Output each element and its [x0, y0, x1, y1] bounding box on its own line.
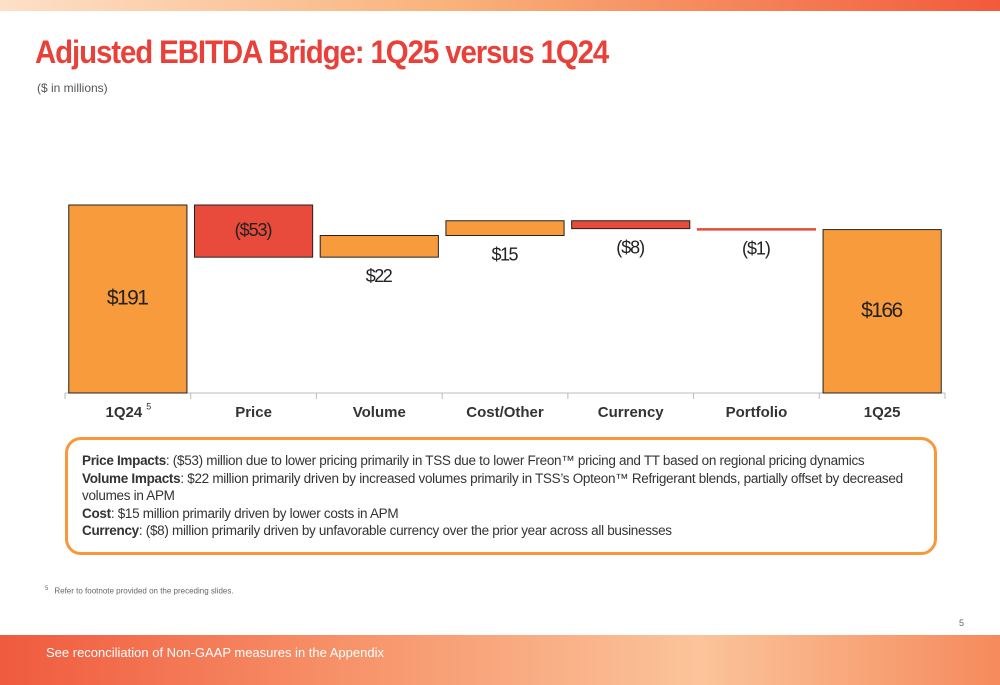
- page-number: 5: [959, 618, 965, 628]
- x-tick-label: Price: [235, 404, 272, 421]
- footer-text: See reconciliation of Non-GAAP measures …: [46, 645, 384, 660]
- value-label: $15: [491, 244, 518, 264]
- note-text: : $22 million primarily driven by increa…: [82, 470, 903, 504]
- notes-box: Price Impacts: ($53) million due to lowe…: [65, 437, 937, 555]
- value-label: $166: [861, 299, 903, 322]
- note: Cost: $15 million primarily driven by lo…: [82, 505, 920, 523]
- value-label: ($53): [235, 220, 273, 240]
- value-label: $22: [366, 266, 393, 286]
- note-text: : ($53) million due to lower pricing pri…: [165, 453, 865, 468]
- bar: [571, 220, 691, 230]
- bar: [696, 228, 817, 231]
- x-tick-label: Portfolio: [726, 404, 788, 421]
- x-tick-label: Currency: [598, 404, 665, 421]
- note: Volume Impacts: $22 million primarily dr…: [82, 470, 920, 505]
- x-tick-label: Cost/Other: [466, 404, 544, 421]
- note-label: Price Impacts: [82, 453, 166, 468]
- note-label: Currency: [82, 523, 139, 538]
- top-bar: [0, 0, 1000, 11]
- title: Adjusted EBITDA Bridge: 1Q25 versus 1Q24: [35, 34, 609, 70]
- subtitle: ($ in millions): [37, 81, 108, 95]
- footer: See reconciliation of Non-GAAP measures …: [0, 635, 1000, 685]
- footnote-marker: 5: [45, 586, 49, 592]
- bar: [822, 229, 942, 394]
- category-mark: 5: [146, 401, 151, 411]
- x-tick-label: 1Q24: [106, 404, 143, 421]
- note-label: Volume Impacts: [82, 470, 181, 486]
- value-label: $191: [107, 287, 149, 310]
- note-text: : ($8) million primarily driven by unfav…: [138, 523, 672, 538]
- note: Price Impacts: ($53) million due to lowe…: [82, 452, 920, 470]
- bar: [319, 235, 439, 258]
- footnote-text: Refer to footnote provided on the preced…: [54, 586, 234, 596]
- bar: [68, 204, 188, 394]
- note-label: Cost: [82, 505, 111, 521]
- note-text: : $15 million primarily driven by lower …: [110, 505, 399, 521]
- footnote: 5 Refer to footnote provided on the prece…: [45, 586, 234, 596]
- chart: $191 1Q24 5 ($53) Price $22 Volume $15 Cost/Othe…: [64, 204, 946, 421]
- value-label: ($8): [616, 237, 645, 257]
- note: Currency: ($8) million primarily driven …: [82, 522, 920, 540]
- bar: [445, 220, 565, 237]
- value-label: ($1): [742, 238, 771, 258]
- bar: [193, 204, 314, 258]
- x-tick-label: 1Q25: [864, 404, 901, 421]
- x-tick-label: Volume: [353, 404, 406, 421]
